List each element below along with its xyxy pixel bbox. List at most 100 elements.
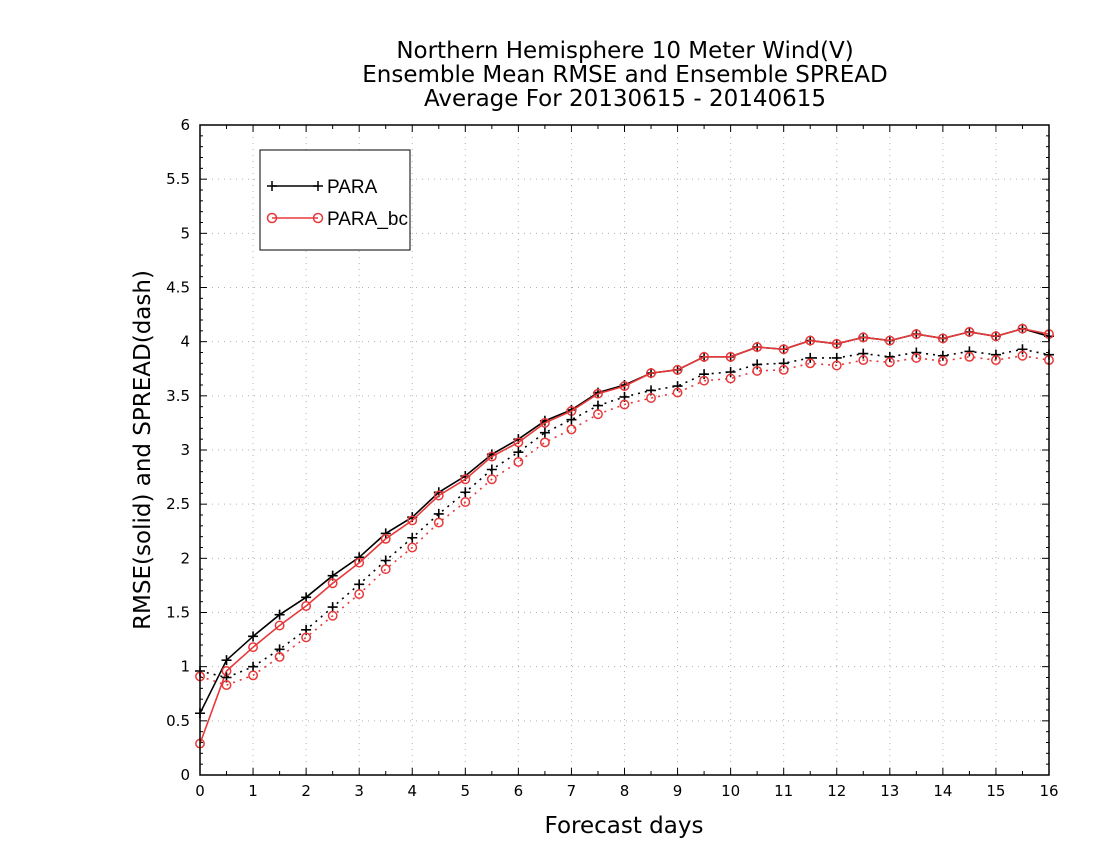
y-tick-label: 4.5 (166, 279, 190, 297)
x-tick-label: 9 (673, 782, 683, 800)
y-tick-label: 2.5 (166, 495, 190, 513)
legend-label-para-bc: PARA_bc (327, 209, 408, 230)
y-axis-label: RMSE(solid) and SPREAD(dash) (130, 270, 156, 630)
x-tick-label: 0 (195, 782, 205, 800)
data-point (593, 388, 603, 399)
data-point (380, 555, 391, 566)
data-point (513, 447, 524, 458)
chart-title-line-3: Average For 20130615 - 20140615 (424, 86, 826, 112)
data-point (752, 365, 763, 376)
data-point (990, 331, 1001, 342)
data-point (884, 351, 895, 362)
data-point (566, 414, 577, 425)
data-point (858, 355, 869, 366)
legend-label-para: PARA (327, 177, 378, 198)
data-point (752, 342, 763, 353)
data-point (672, 387, 683, 398)
data-point (778, 364, 789, 375)
series-layer (195, 323, 1054, 749)
y-tick-label: 1 (180, 658, 190, 676)
data-point (486, 451, 497, 462)
x-tick-label: 7 (567, 782, 577, 800)
data-point (486, 474, 497, 485)
data-point (433, 517, 444, 528)
data-point (274, 651, 285, 662)
data-point (831, 360, 842, 371)
legend-marker-para-bc-1 (266, 212, 278, 224)
data-point (699, 351, 710, 362)
legend-marker-para-bc-2 (312, 212, 324, 224)
y-tick-label: 0.5 (166, 712, 190, 730)
data-point (593, 409, 603, 420)
data-point (937, 356, 948, 367)
data-point (884, 335, 895, 346)
data-point (964, 351, 975, 362)
data-point (539, 417, 550, 428)
data-point (699, 369, 710, 380)
data-point (619, 399, 630, 410)
x-tick-label: 6 (514, 782, 524, 800)
chart-title-line-1: Northern Hemisphere 10 Meter Wind(V) (396, 38, 853, 64)
data-point (354, 552, 365, 563)
data-point (1017, 323, 1028, 334)
x-tick-label: 10 (721, 782, 740, 800)
series-line (199, 327, 1050, 744)
data-point (672, 364, 683, 375)
legend-box (259, 149, 411, 251)
y-tick-label: 4 (180, 333, 190, 351)
data-point (380, 533, 391, 544)
data-point (937, 333, 948, 344)
legend-marker-para-2 (313, 181, 323, 191)
plot-frame (199, 124, 1050, 776)
legend-marker-para-1 (267, 181, 277, 191)
y-tick-label: 3 (180, 441, 190, 459)
data-point (831, 338, 842, 349)
x-tick-label: 5 (461, 782, 471, 800)
data-point (354, 579, 365, 590)
data-point (433, 490, 444, 501)
data-point (221, 655, 232, 666)
data-point (858, 348, 869, 359)
legend: PARA PARA_bc (259, 149, 411, 251)
x-axis-label: Forecast days (545, 813, 704, 839)
x-tick-label: 12 (827, 782, 846, 800)
data-point (778, 358, 789, 369)
data-point (937, 350, 948, 361)
y-tick-label: 1.5 (166, 604, 190, 622)
data-point (248, 642, 259, 653)
data-point (592, 400, 603, 411)
x-tick-label: 3 (354, 782, 364, 800)
y-tick-label: 5 (180, 224, 190, 242)
data-point (301, 632, 312, 643)
y-tick-label: 3.5 (166, 387, 190, 405)
data-point (354, 557, 365, 568)
data-point (248, 631, 259, 642)
x-tick-label: 8 (620, 782, 630, 800)
data-point (672, 381, 683, 392)
data-point (380, 528, 391, 539)
data-point (805, 335, 816, 346)
data-point (301, 592, 312, 603)
data-point (911, 329, 922, 340)
data-point (646, 368, 656, 379)
data-point (539, 437, 550, 448)
x-tick-label: 15 (986, 782, 1005, 800)
data-point (752, 359, 763, 370)
data-point (407, 542, 418, 553)
x-tick-label: 11 (774, 782, 793, 800)
x-tick-label: 13 (880, 782, 899, 800)
data-point (221, 680, 232, 691)
data-point (699, 375, 710, 386)
chart-title-line-2: Ensemble Mean RMSE and Ensemble SPREAD (362, 62, 887, 88)
x-tick-label: 4 (407, 782, 417, 800)
data-point (619, 381, 630, 392)
data-point (248, 670, 259, 681)
series-3-spread (195, 350, 1054, 691)
series-line (199, 354, 1050, 686)
data-point (725, 373, 736, 384)
data-point (566, 424, 577, 435)
data-point (486, 464, 497, 475)
data-point (460, 487, 471, 498)
x-tick-label: 14 (933, 782, 952, 800)
